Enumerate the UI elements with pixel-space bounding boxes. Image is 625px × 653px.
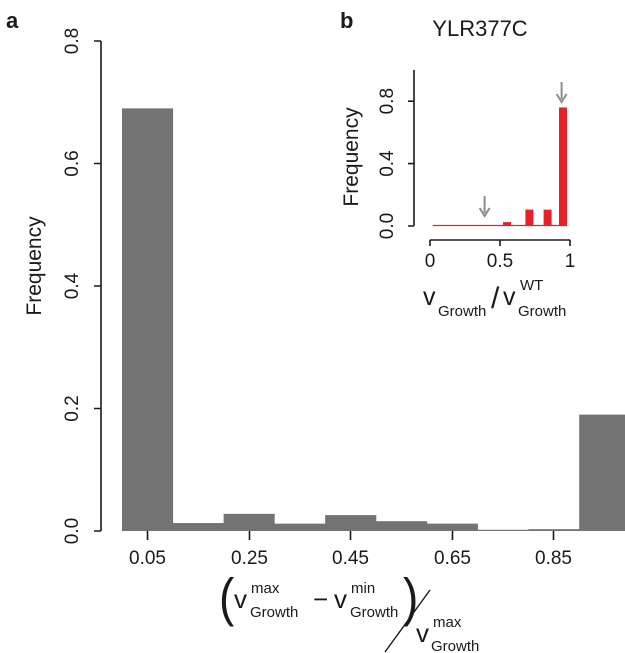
inset-xlabel-slash: /: [491, 282, 500, 315]
inset-x-axis-label: v Growth / v WT Growth: [423, 277, 566, 320]
inset-histogram-bar: [503, 222, 511, 226]
main-y-tick-label: 0.4: [62, 272, 83, 299]
main-y-tick-label: 0.0: [62, 518, 83, 544]
histogram-bar: [477, 529, 529, 531]
histogram-bar: [325, 515, 377, 531]
main-x-tick-label: 0.25: [231, 548, 268, 569]
main-x-axis-label: ( v max Growth − v min Growth ) v max Gr…: [219, 567, 479, 653]
inset-arrows: [478, 82, 568, 218]
main-x-tick-label: 0.65: [434, 548, 471, 569]
inset-xlabel-v2: v: [503, 283, 516, 311]
xlabel-open-paren: (: [219, 567, 235, 627]
inset-y-axis-label: Frequency: [340, 107, 363, 207]
inset-y-tick-labels: 0.0 0.4 0.8: [377, 88, 398, 239]
inset-x-tick-labels: 0 0.5 1: [425, 251, 576, 272]
main-x-tick-label: 0.45: [332, 548, 369, 569]
histogram-bar: [172, 523, 224, 531]
inset-histogram-bar: [543, 209, 552, 226]
marker-arrow-head: [478, 207, 491, 218]
main-x-tick-label: 0.05: [129, 548, 166, 569]
xlabel-v1-sup: max: [251, 580, 280, 597]
histogram-bar: [579, 414, 625, 532]
inset-x-axis: [429, 239, 571, 246]
main-y-tick-label: 0.2: [62, 395, 83, 421]
main-x-axis-ticks: [146, 531, 555, 540]
inset-histogram-bar: [559, 107, 567, 226]
main-x-tick-label: 0.85: [535, 548, 572, 569]
inset-title: YLR377C: [432, 16, 528, 41]
xlabel-v2-sub: Growth: [350, 604, 398, 621]
histogram-bar: [376, 521, 428, 531]
inset-xlabel-v2-sup: WT: [520, 277, 543, 294]
inset-xlabel-v1-sub: Growth: [438, 303, 486, 320]
xlabel-fraction-slash: [384, 589, 431, 653]
inset-x-tick-label: 0: [425, 251, 436, 272]
xlabel-v1: v: [234, 584, 247, 614]
inset-y-axis: [408, 70, 415, 227]
main-y-tick-label: 0.8: [62, 28, 83, 54]
inset-histogram-bars: [432, 107, 568, 227]
xlabel-v3: v: [416, 618, 429, 648]
histogram-bar: [274, 523, 326, 531]
main-histogram-bars: [122, 108, 625, 532]
main-x-tick-labels: 0.05 0.25 0.45 0.65 0.85: [129, 548, 572, 569]
xlabel-v2: v: [334, 584, 347, 614]
marker-arrow-head: [555, 93, 568, 104]
inset-xlabel-v1: v: [423, 283, 436, 311]
inset-y-tick-label: 0.4: [377, 150, 398, 177]
inset-histogram-bar: [525, 209, 534, 226]
inset-y-tick-label: 0.8: [377, 88, 398, 114]
xlabel-v2-sup: min: [351, 580, 375, 597]
inset-y-tick-label: 0.0: [377, 213, 398, 239]
xlabel-minus: −: [313, 584, 328, 614]
xlabel-v3-sub: Growth: [431, 638, 479, 653]
xlabel-v1-sub: Growth: [250, 604, 298, 621]
histogram-bar: [122, 108, 174, 531]
histogram-bar: [426, 523, 478, 531]
histogram-bar: [223, 513, 275, 531]
main-y-tick-labels: 0.0 0.2 0.4 0.6 0.8: [62, 28, 83, 544]
main-y-tick-label: 0.6: [62, 150, 83, 176]
inset-xlabel-v2-sub: Growth: [518, 303, 566, 320]
xlabel-v3-sup: max: [433, 614, 462, 631]
inset-x-tick-label: 0.5: [487, 251, 513, 272]
main-y-axis: [94, 40, 102, 532]
main-y-axis-label: Frequency: [23, 216, 46, 316]
panel-label-a: a: [6, 8, 19, 33]
histogram-bar: [528, 529, 580, 531]
panel-label-b: b: [340, 8, 353, 33]
inset-x-tick-label: 1: [565, 251, 576, 272]
